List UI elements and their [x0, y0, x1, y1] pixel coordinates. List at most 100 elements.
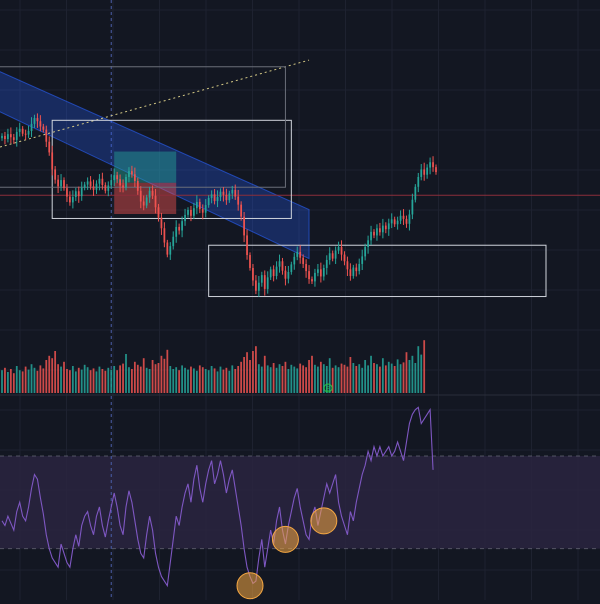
candle-body: [281, 261, 284, 271]
candle-body: [151, 190, 154, 196]
candle: [125, 174, 127, 191]
volume-bar: [169, 366, 172, 393]
candle-body: [402, 215, 405, 219]
candle: [272, 265, 275, 282]
volume-bar: [361, 367, 364, 393]
candle-body: [269, 269, 272, 278]
candle-body: [337, 247, 340, 251]
candle-body: [358, 263, 361, 272]
candle: [411, 193, 414, 220]
candle-body: [169, 246, 172, 255]
candle-body: [423, 169, 426, 175]
candle-body: [361, 256, 364, 264]
candle: [319, 262, 322, 283]
candle: [36, 113, 39, 128]
candle-body: [77, 191, 80, 197]
candle-body: [355, 267, 358, 272]
candle-body: [346, 261, 349, 270]
candle: [181, 216, 183, 238]
candle: [423, 162, 426, 181]
candle: [405, 215, 408, 228]
volume-bar: [311, 355, 313, 393]
volume-bar: [408, 360, 411, 393]
volume-bar: [384, 365, 387, 393]
volume-bar: [334, 365, 337, 393]
candle: [86, 177, 89, 190]
candle: [92, 179, 95, 196]
candle: [314, 268, 316, 287]
candle: [104, 182, 107, 194]
volume-bar: [346, 366, 349, 393]
candle: [110, 174, 113, 189]
volume-bar: [145, 367, 148, 393]
candle-body: [148, 190, 151, 198]
volume-bar: [142, 358, 145, 393]
candle: [337, 241, 340, 254]
volume-marker-circle: [323, 383, 333, 393]
candle-body: [116, 175, 119, 180]
volume-bar: [45, 360, 48, 393]
divergence-marker: [236, 572, 264, 600]
candle: [204, 199, 207, 218]
candle-body: [334, 250, 337, 259]
candle-body: [396, 220, 399, 225]
candle: [172, 231, 175, 250]
candle: [15, 127, 18, 147]
volume-bar: [420, 354, 423, 393]
volume-bar: [1, 370, 3, 393]
candle-body: [426, 167, 429, 175]
candle-body: [187, 209, 189, 215]
candle: [193, 202, 195, 220]
candle-body: [36, 118, 39, 122]
candle-body: [66, 188, 68, 197]
volume-bar: [249, 360, 251, 393]
volume-bar: [51, 358, 54, 393]
candle-body: [139, 190, 142, 202]
volume-bar: [104, 370, 107, 393]
volume-bar: [157, 363, 160, 393]
candle-body: [89, 181, 92, 187]
volume-bar: [228, 370, 231, 393]
volume-bar: [213, 368, 216, 393]
candle-body: [225, 194, 228, 201]
candle: [343, 251, 346, 266]
volume-bar: [370, 355, 372, 393]
candle-body: [352, 267, 355, 277]
volume-bar: [113, 366, 116, 393]
candle-body: [331, 253, 334, 259]
candle-body: [408, 214, 411, 224]
candle-body: [204, 205, 207, 213]
volume-bar: [18, 370, 21, 393]
volume-bar: [30, 364, 33, 393]
candle: [69, 191, 71, 206]
candle: [426, 164, 429, 179]
candle-body: [69, 196, 71, 203]
volume-bar: [66, 369, 68, 393]
candle-body: [399, 215, 402, 221]
volume-bar: [246, 352, 248, 393]
candle-body: [98, 178, 101, 184]
candle-body: [142, 201, 145, 206]
candle-body: [198, 201, 201, 210]
volume-bar: [201, 367, 204, 393]
volume-bar: [181, 365, 183, 393]
volume-bar: [86, 367, 89, 393]
volume-bar: [343, 364, 346, 393]
volume-bar: [216, 371, 219, 393]
candle-body: [299, 251, 302, 258]
candle-body: [21, 128, 24, 134]
candle: [210, 190, 213, 204]
candle-body: [234, 189, 237, 197]
candle-body: [48, 141, 51, 153]
volume-bar: [358, 364, 361, 393]
volume-bar: [63, 361, 65, 393]
candle-body: [128, 171, 130, 177]
candle: [308, 265, 310, 284]
candle: [417, 172, 420, 193]
candle: [60, 174, 62, 192]
volume-bar: [204, 369, 207, 393]
candle-body: [287, 272, 290, 279]
volume-bar: [275, 367, 278, 393]
